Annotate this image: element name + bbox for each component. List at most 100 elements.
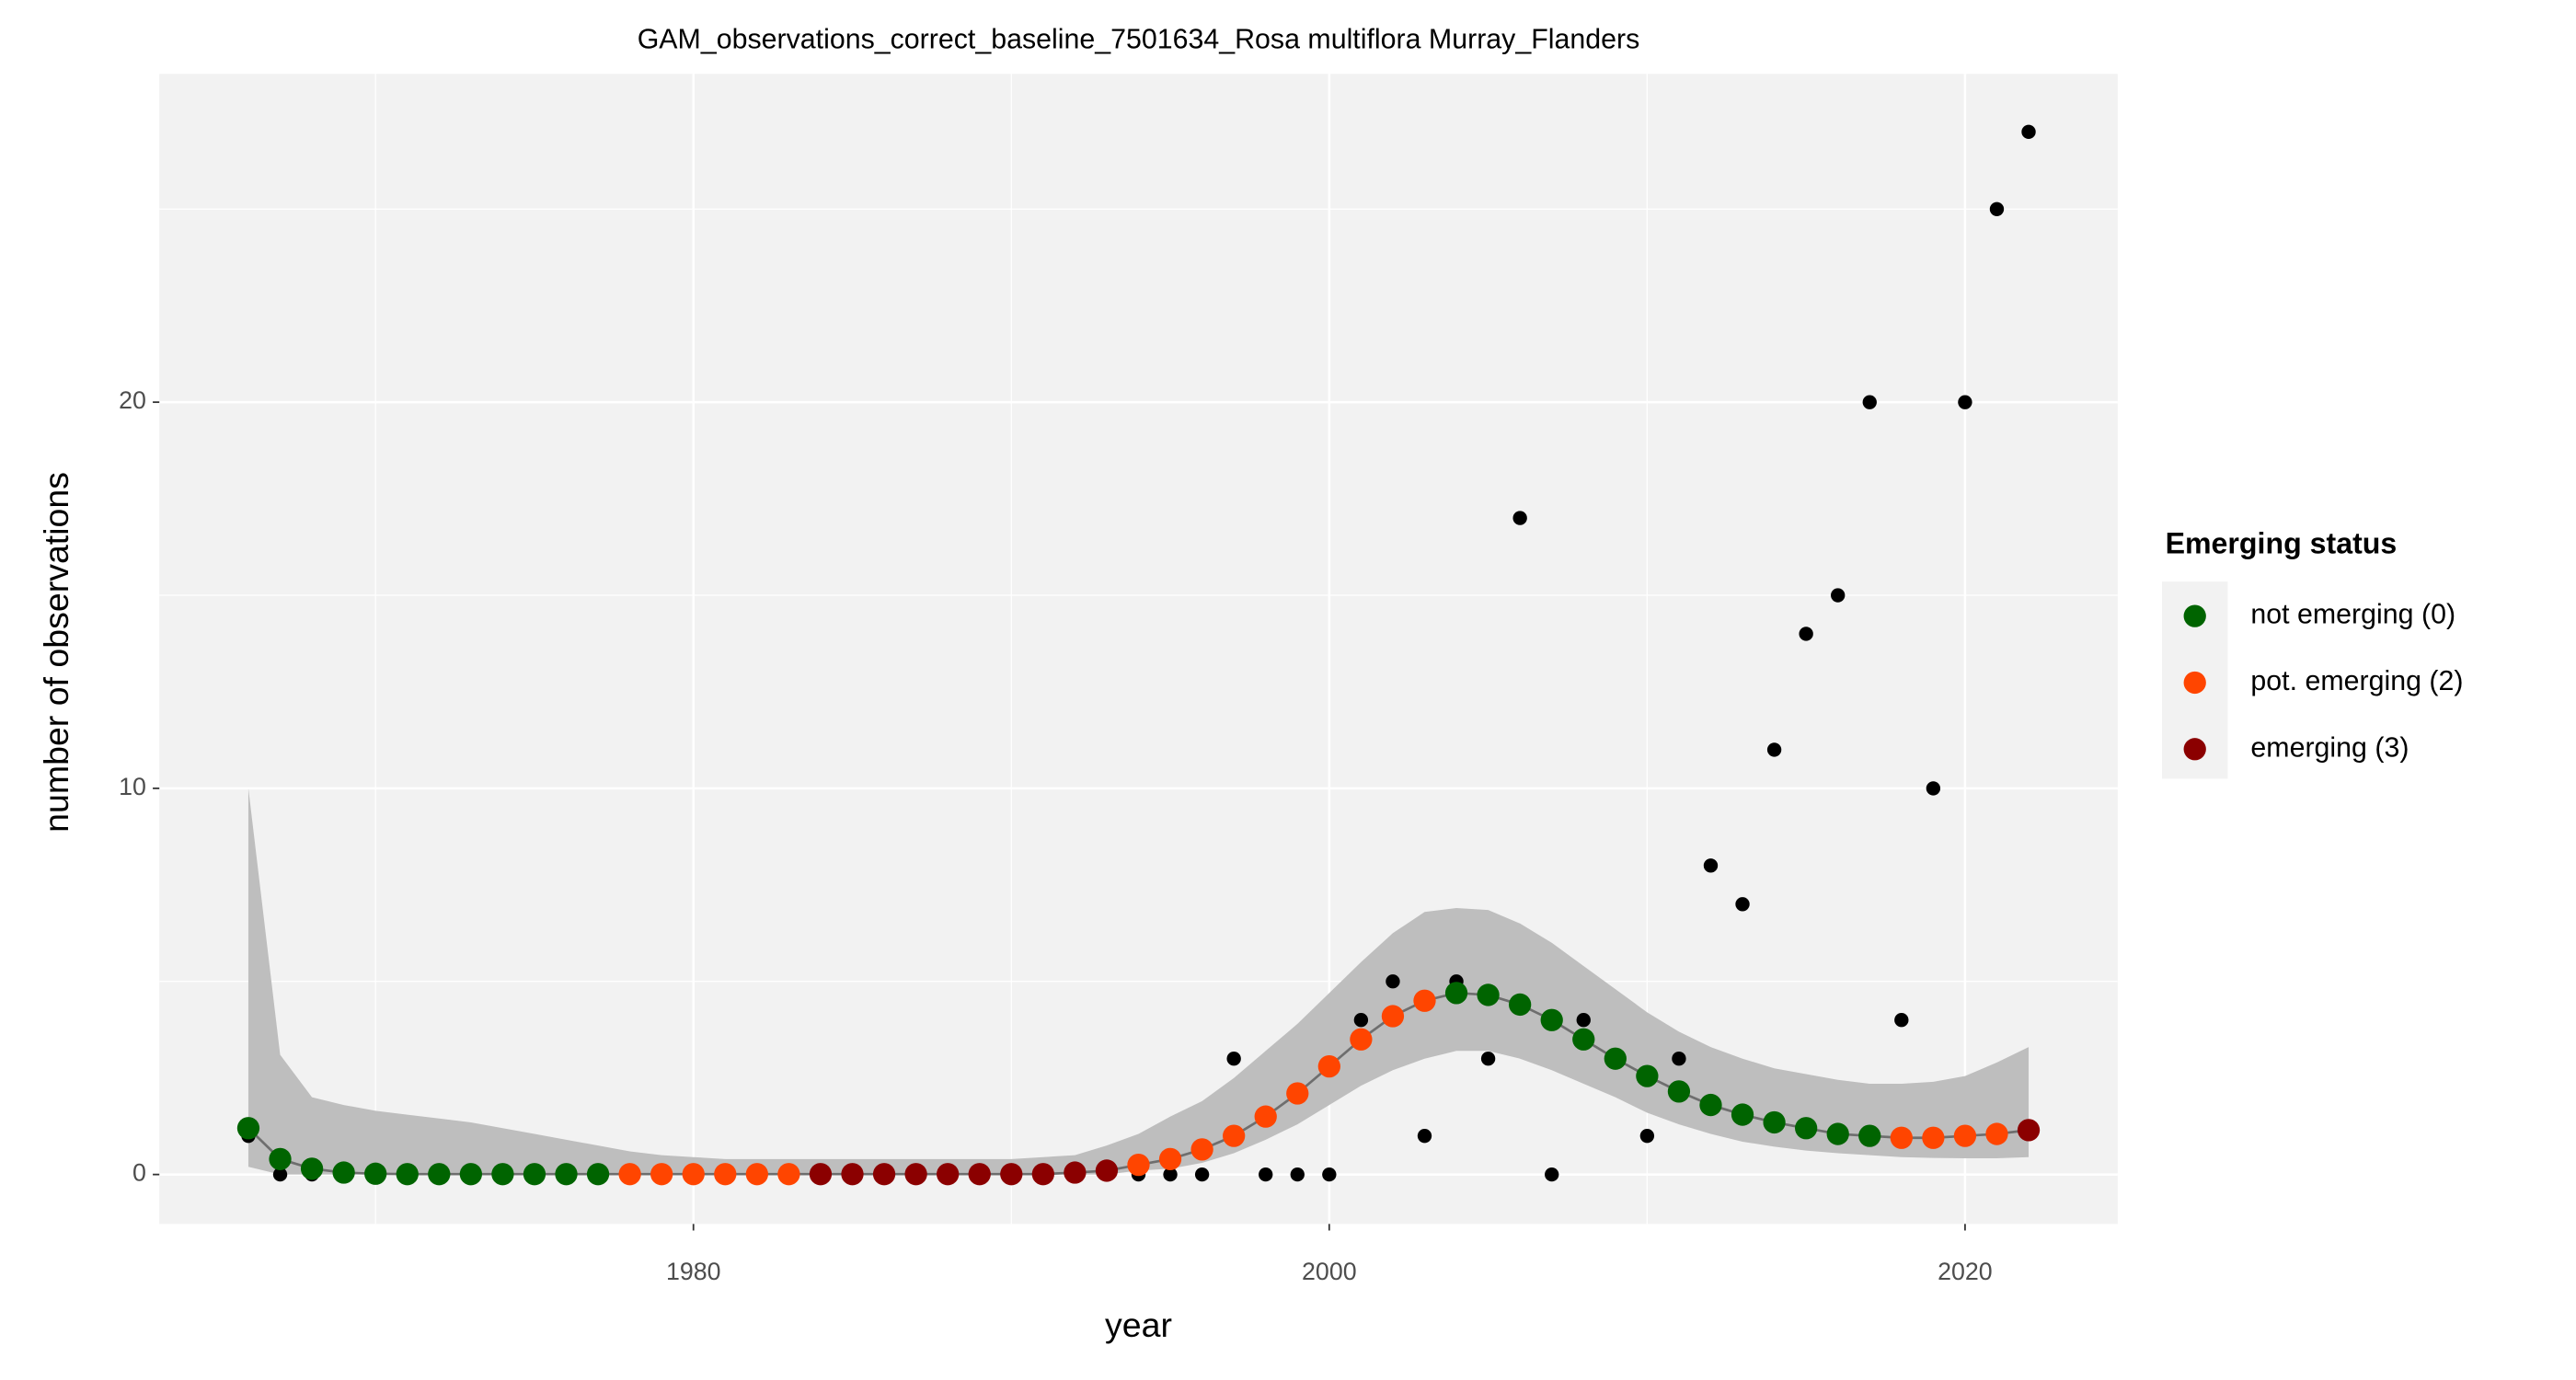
fit-point [1350, 1028, 1373, 1051]
observation-point [1417, 1128, 1432, 1144]
fit-point [1158, 1147, 1182, 1170]
fit-point [1000, 1163, 1023, 1186]
legend-label: emerging (3) [2250, 732, 2409, 763]
fit-point [937, 1163, 960, 1186]
fit-point [1985, 1122, 2008, 1145]
legend-key [2183, 604, 2206, 627]
fit-point [841, 1163, 864, 1186]
fit-point [1413, 989, 1436, 1012]
observation-point [1703, 858, 1719, 873]
observation-point [1194, 1167, 1210, 1182]
fit-point [523, 1163, 546, 1186]
y-tick-label: 20 [119, 386, 146, 414]
x-tick-label: 1980 [666, 1258, 721, 1285]
x-tick-label: 2020 [1938, 1258, 1993, 1285]
fit-point [1223, 1124, 1246, 1147]
fit-point [1190, 1138, 1213, 1161]
fit-point [1381, 1005, 1405, 1028]
fit-point [300, 1157, 324, 1180]
legend-title: Emerging status [2166, 526, 2398, 559]
fit-point [1667, 1080, 1691, 1103]
fit-point [1795, 1117, 1818, 1140]
fit-point [968, 1163, 991, 1186]
y-tick-label: 0 [132, 1159, 146, 1187]
fit-point [236, 1117, 260, 1140]
observation-point [1989, 201, 2005, 216]
observation-point [1480, 1052, 1496, 1066]
y-tick-label: 10 [119, 773, 146, 800]
y-axis-title: number of observations [37, 472, 75, 833]
fit-point [809, 1163, 833, 1186]
fit-point [1953, 1124, 1977, 1147]
fit-point [872, 1163, 896, 1186]
fit-point [1317, 1054, 1340, 1078]
fit-point [714, 1163, 737, 1186]
legend-label: pot. emerging (2) [2250, 666, 2463, 696]
legend-label: not emerging (0) [2250, 600, 2455, 630]
fit-point [1731, 1103, 1754, 1126]
fit-point [1254, 1105, 1277, 1128]
fit-point [1031, 1163, 1054, 1186]
fit-point [1604, 1047, 1627, 1070]
observation-point [1862, 395, 1877, 409]
fit-point [1826, 1122, 1849, 1145]
observation-point [1799, 627, 1813, 641]
fit-point [396, 1163, 419, 1186]
observation-point [1639, 1128, 1655, 1144]
fit-point [555, 1163, 578, 1186]
fit-point [364, 1162, 387, 1185]
fit-point [586, 1163, 610, 1186]
fit-point [1509, 993, 1532, 1017]
observation-point [1512, 511, 1527, 525]
fit-point [2017, 1119, 2041, 1142]
observation-point [1672, 1052, 1686, 1066]
fit-point [1572, 1028, 1595, 1051]
fit-point [1064, 1161, 1087, 1184]
fit-point [459, 1163, 482, 1186]
observation-point [1226, 1052, 1241, 1066]
observation-point [1545, 1167, 1559, 1182]
fit-point [428, 1163, 451, 1186]
legend: not emerging (0) pot. emerging (2) emergin… [2183, 600, 2463, 763]
fit-point [491, 1163, 514, 1186]
fit-point [269, 1147, 292, 1170]
fit-point [650, 1163, 673, 1186]
observation-point [1766, 742, 1782, 757]
marks [236, 124, 2041, 1186]
observation-point [1735, 897, 1750, 912]
confidence-ribbon [247, 788, 2030, 1175]
observation-point [1259, 1167, 1273, 1182]
observation-point [1290, 1167, 1305, 1182]
observation-point [1831, 588, 1846, 603]
fit-point [1699, 1093, 1722, 1117]
chart-title: GAM_observations_correct_baseline_750163… [638, 25, 1640, 55]
observation-point [1386, 974, 1400, 989]
fit-point [618, 1163, 641, 1186]
fit-point [777, 1163, 800, 1186]
fit-point [1127, 1153, 1150, 1177]
observation-point [1353, 1013, 1369, 1028]
fit-point [682, 1163, 705, 1186]
fit-point [1540, 1008, 1563, 1031]
fit-point [1444, 982, 1468, 1005]
legend-key [2183, 738, 2206, 761]
fit-point [1636, 1064, 1659, 1087]
fit-point [332, 1161, 355, 1184]
observation-point [1958, 395, 1972, 409]
x-axis-title: year [1105, 1305, 1172, 1344]
fit-point [1286, 1082, 1309, 1105]
fit-point [1095, 1159, 1119, 1182]
observation-point [1322, 1167, 1337, 1182]
fit-point [1763, 1110, 1786, 1134]
plot-panel [159, 74, 2118, 1225]
observation-point [2021, 124, 2036, 139]
observation-point [1576, 1013, 1591, 1028]
fit-point [1858, 1124, 1881, 1147]
fit-point [904, 1163, 927, 1186]
fit-point [745, 1163, 768, 1186]
fit-point [1477, 983, 1500, 1006]
legend-key [2183, 671, 2206, 695]
fit-point [1922, 1126, 1945, 1149]
